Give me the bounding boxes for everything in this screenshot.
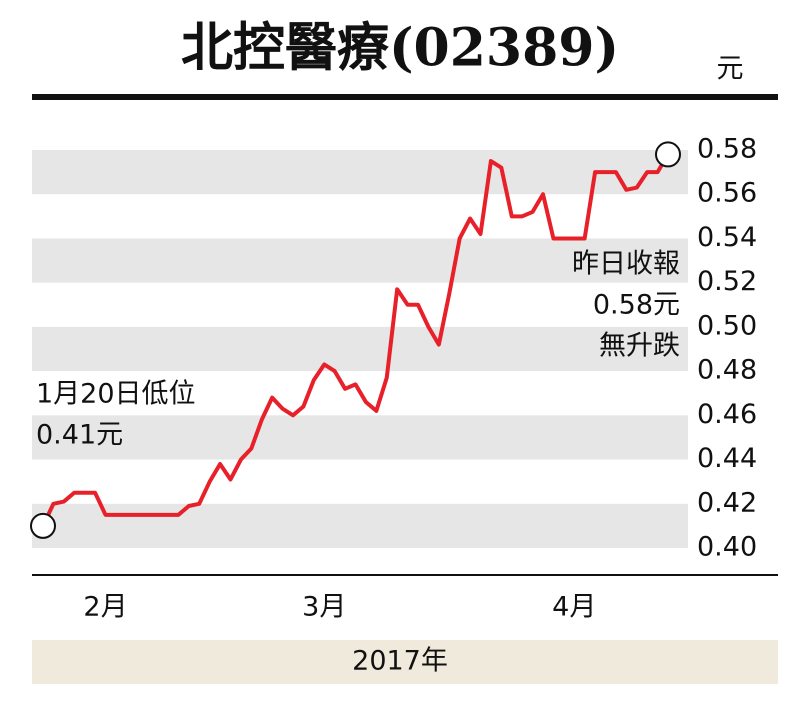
grid-band (32, 503, 688, 548)
y-tick-label: 0.46 (697, 399, 757, 430)
chart-title: 北控醫療(02389) (181, 18, 619, 79)
x-tick-label: 4月 (552, 592, 596, 623)
annotation: 昨日收報 (572, 249, 680, 280)
end-marker (655, 141, 681, 168)
bands (32, 150, 688, 548)
y-tick-label: 0.58 (697, 134, 757, 165)
y-tick-label: 0.52 (697, 266, 757, 297)
y-tick-label: 0.56 (697, 178, 757, 209)
grid-band (32, 150, 688, 195)
y-tick-label: 0.50 (697, 310, 757, 341)
price-line (41, 153, 670, 527)
y-tick-label: 0.44 (697, 443, 757, 474)
annotation: 1月20日低位 (36, 379, 196, 410)
unit-label: 元 (717, 54, 744, 85)
grid-band (32, 415, 688, 460)
x-tick-label: 2月 (83, 592, 127, 623)
title-rule (32, 94, 778, 100)
xlabel-band (32, 640, 778, 684)
x-tick-label: 3月 (302, 592, 346, 623)
y-tick-label: 0.54 (697, 222, 757, 253)
annotation: 0.41元 (36, 420, 123, 451)
y-tick-label: 0.42 (697, 487, 757, 518)
grid-band (32, 238, 688, 283)
x-axis-label: 2017年 (352, 646, 448, 677)
annotation: 無升跌 (599, 331, 680, 362)
y-tick-label: 0.40 (697, 532, 757, 563)
end-marker (30, 512, 56, 539)
y-tick-label: 0.48 (697, 355, 757, 386)
annotation: 0.58元 (593, 290, 680, 321)
grid-band (32, 326, 688, 372)
